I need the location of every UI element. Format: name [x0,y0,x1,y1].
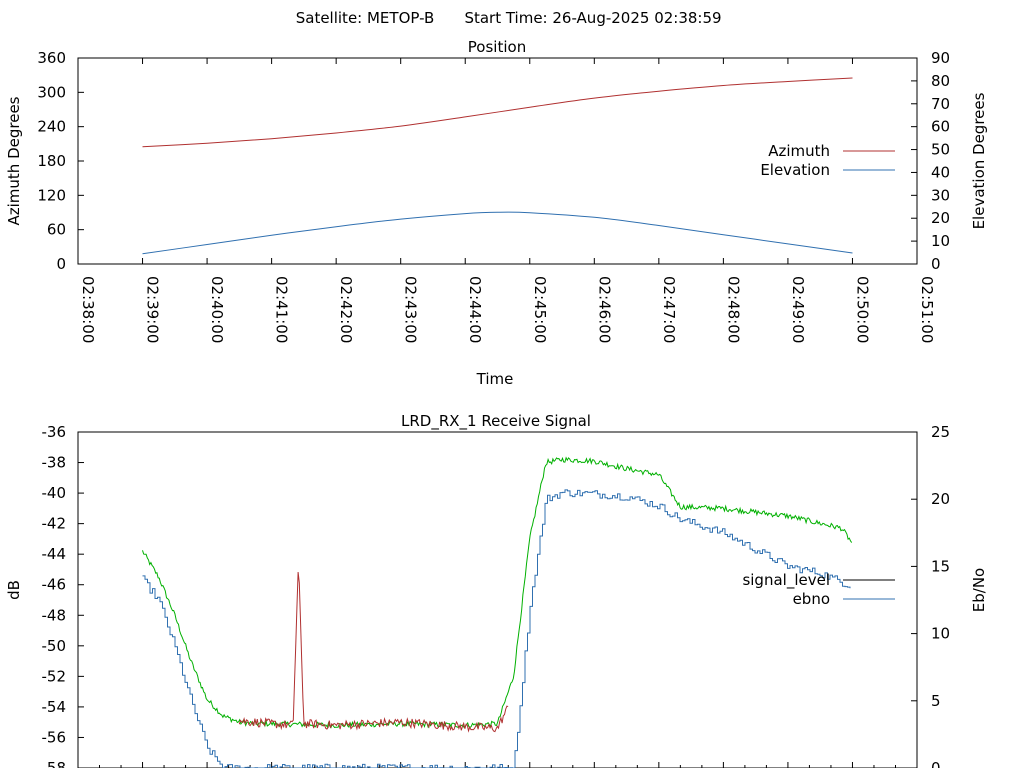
time-tick-label: 02:42:00 [337,276,355,343]
ebno-axis-label: Eb/No [970,568,988,612]
series-line-azimuth [142,77,853,148]
series-line-signal-level [142,456,853,729]
time-tick-label: 02:51:00 [918,276,936,343]
satellite-label: Satellite: METOP-B [296,9,435,27]
azimuth-tick-label: 300 [37,83,66,101]
signal-chart: LRD_RX_1 Receive Signal dB Eb/No -58-56-… [5,412,988,768]
time-tick-label: 02:40:00 [208,276,226,343]
series-line-elevation [142,211,853,255]
db-tick-label: -48 [42,606,67,624]
time-tick-label: 02:45:00 [531,276,549,343]
elevation-tick-label: 90 [931,49,950,67]
time-tick-label: 02:50:00 [853,276,871,343]
legend-elevation-label: Elevation [760,161,830,179]
position-chart: Position Azimuth Degrees Elevation Degre… [5,38,988,388]
azimuth-tick-label: 180 [37,152,66,170]
ebno-tick-label: 10 [931,625,950,643]
db-tick-label: -44 [42,545,67,563]
elevation-tick-label: 40 [931,163,950,181]
time-tick-label: 02:49:00 [789,276,807,343]
position-series [142,77,853,255]
azimuth-tick-label: 0 [56,255,66,273]
position-chart-title: Position [468,38,526,56]
time-axis-label: Time [476,370,514,388]
series-line-ebno [142,489,851,768]
azimuth-tick-label: 60 [47,221,66,239]
db-tick-label: -42 [42,515,67,533]
elevation-tick-label: 10 [931,232,950,250]
elevation-tick-label: 70 [931,95,950,113]
db-tick-label: -50 [42,637,67,655]
position-legend: Azimuth Elevation [760,142,895,179]
time-tick-label: 02:44:00 [466,276,484,343]
elevation-ticks: 0 10 20 30 40 50 60 70 80 90 [911,49,950,273]
db-tick-label: -54 [42,698,67,716]
db-ticks: -58 -56 -54 -52 -50 -48 -46 -44 -42 -40 -38 -36 [42,423,84,768]
ebno-tick-label: 0 [931,759,941,768]
azimuth-tick-label: 120 [37,186,66,204]
elevation-tick-label: 80 [931,72,950,90]
ebno-ticks: 0 5 10 15 20 25 [911,423,950,768]
start-time-label: Start Time: 26-Aug-2025 02:38:59 [464,9,721,27]
ebno-tick-label: 25 [931,423,950,441]
db-tick-label: -56 [42,728,67,746]
time-tick-label: 02:48:00 [724,276,742,343]
db-tick-label: -36 [42,423,67,441]
db-tick-label: -52 [42,667,67,685]
ebno-tick-label: 15 [931,557,950,575]
azimuth-axis-label: Azimuth Degrees [5,96,23,225]
elevation-tick-label: 50 [931,141,950,159]
elevation-tick-label: 20 [931,209,950,227]
signal-legend: signal_level ebno [742,571,895,608]
series-line-signal-level-low [238,571,509,733]
db-tick-label: -38 [42,454,67,472]
db-tick-label: -58 [42,759,67,768]
time-tick-label: 02:39:00 [144,276,162,343]
elevation-axis-label: Elevation Degrees [970,92,988,229]
azimuth-tick-label: 360 [37,49,66,67]
legend-ebno-label: ebno [793,590,830,608]
time-tick-label: 02:47:00 [660,276,678,343]
time-tick-label: 02:43:00 [402,276,420,343]
ebno-tick-label: 20 [931,490,950,508]
elevation-tick-label: 0 [931,255,941,273]
db-axis-label: dB [5,580,23,600]
ebno-tick-label: 5 [931,692,941,710]
signal-series [142,456,853,768]
signal-chart-title: LRD_RX_1 Receive Signal [401,412,591,431]
time-tick-label: 02:41:00 [273,276,291,343]
azimuth-ticks: 0 60 120 180 240 300 360 [37,49,84,273]
time-tick-label: 02:46:00 [595,276,613,343]
legend-azimuth-label: Azimuth [768,142,830,160]
azimuth-tick-label: 240 [37,118,66,136]
db-tick-label: -40 [42,484,67,502]
time-tick-label: 02:38:00 [79,276,97,343]
time-ticks: 02:38:00 02:39:00 02:40:00 02:41:00 02:42:00… [77,58,936,343]
signal-plot-frame [77,431,918,768]
db-tick-label: -46 [42,576,67,594]
elevation-tick-label: 30 [931,186,950,204]
legend-signal-level-label: signal_level [742,571,830,590]
elevation-tick-label: 60 [931,118,950,136]
